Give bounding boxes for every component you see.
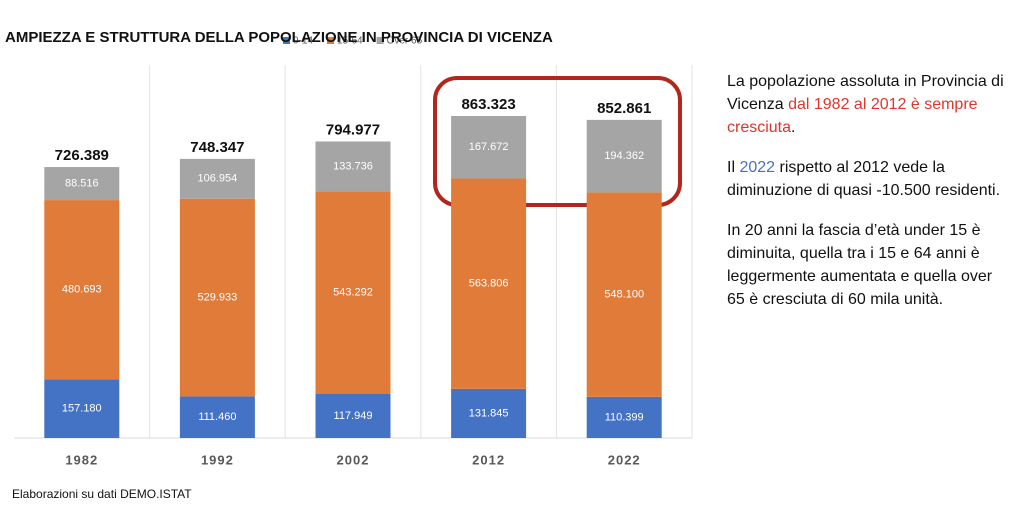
chart: 157.180 480.693 88.516 726.389 1982 111.460 52… bbox=[5, 29, 693, 467]
bar-segment bbox=[315, 394, 391, 438]
value-label: 133.736 bbox=[333, 160, 373, 172]
x-tick-label: 2002 bbox=[337, 452, 370, 467]
paragraph: La popolazione assoluta in Provincia di … bbox=[727, 70, 1012, 139]
total-label: 852.861 bbox=[597, 100, 651, 117]
text-span: . bbox=[791, 119, 796, 136]
bar-segment bbox=[44, 379, 120, 438]
bar-segment bbox=[44, 200, 120, 380]
text-span: Il bbox=[727, 159, 740, 176]
bar-segment bbox=[315, 191, 391, 395]
paragraph: Il 2022 rispetto al 2012 vede la diminuz… bbox=[727, 156, 1012, 202]
bar-segment bbox=[451, 388, 527, 438]
value-label: 194.362 bbox=[604, 150, 644, 162]
value-label: 529.933 bbox=[198, 291, 238, 303]
legend-swatch bbox=[283, 37, 290, 44]
bar-segment bbox=[586, 119, 662, 193]
legend-label: Over 65 bbox=[387, 36, 423, 47]
bar-segment bbox=[44, 167, 120, 201]
value-label: 111.460 bbox=[198, 411, 236, 423]
plot: 157.180 480.693 88.516 726.389 1982 111.460 52… bbox=[5, 29, 662, 467]
source: Elaborazioni su dati DEMO.ISTAT bbox=[12, 487, 192, 501]
bar-segment bbox=[315, 141, 391, 192]
value-label: 167.672 bbox=[469, 141, 509, 153]
text-span: La popolazione assoluta in Provincia di … bbox=[727, 73, 1004, 113]
paragraph: In 20 anni la fascia d’età under 15 è di… bbox=[727, 219, 1012, 311]
text-span: dal 1982 al 2012 è sempre cresciuta bbox=[727, 96, 978, 136]
value-label: 157.180 bbox=[62, 403, 102, 415]
value-label: 110.399 bbox=[605, 411, 644, 423]
bar-segment bbox=[586, 192, 662, 397]
total-label: 794.977 bbox=[326, 121, 380, 138]
value-label: 480.693 bbox=[62, 284, 102, 296]
text-span: rispetto al 2012 vede la diminuzione di … bbox=[727, 159, 1001, 199]
bar-segment bbox=[451, 115, 527, 179]
value-label: 88.516 bbox=[65, 177, 99, 189]
x-tick-label: 2022 bbox=[608, 452, 641, 467]
legend-label: 0-14 bbox=[293, 36, 313, 47]
bar-segment bbox=[586, 396, 662, 438]
value-label: 563.806 bbox=[469, 278, 509, 290]
value-label: 117.949 bbox=[334, 410, 373, 422]
text-span: 2022 bbox=[739, 159, 776, 176]
value-label: 548.100 bbox=[604, 289, 644, 301]
bar-segment bbox=[451, 178, 527, 389]
bar-segment bbox=[179, 158, 255, 199]
value-label: 543.292 bbox=[333, 287, 373, 299]
total-label: 726.389 bbox=[55, 147, 109, 164]
x-tick-label: 1982 bbox=[65, 452, 98, 467]
value-label: 131.845 bbox=[469, 407, 509, 419]
x-tick-label: 2012 bbox=[472, 452, 505, 467]
legend-label: 15-64 bbox=[337, 36, 363, 47]
side-text: La popolazione assoluta in Provincia di … bbox=[727, 70, 1012, 328]
x-tick-label: 1992 bbox=[201, 452, 234, 467]
text-span: In 20 anni la fascia d’età under 15 è di… bbox=[727, 222, 993, 308]
bar-segment bbox=[179, 396, 255, 438]
total-label: 863.323 bbox=[461, 96, 515, 113]
total-label: 748.347 bbox=[190, 139, 244, 156]
bar-segment bbox=[179, 198, 255, 397]
legend-swatch bbox=[327, 37, 335, 44]
value-label: 106.954 bbox=[198, 173, 238, 185]
legend-swatch bbox=[376, 37, 384, 44]
chart-title: AMPIEZZA E STRUTTURA DELLA POPOLAZIONE I… bbox=[5, 29, 553, 46]
highlight-box bbox=[433, 76, 682, 207]
